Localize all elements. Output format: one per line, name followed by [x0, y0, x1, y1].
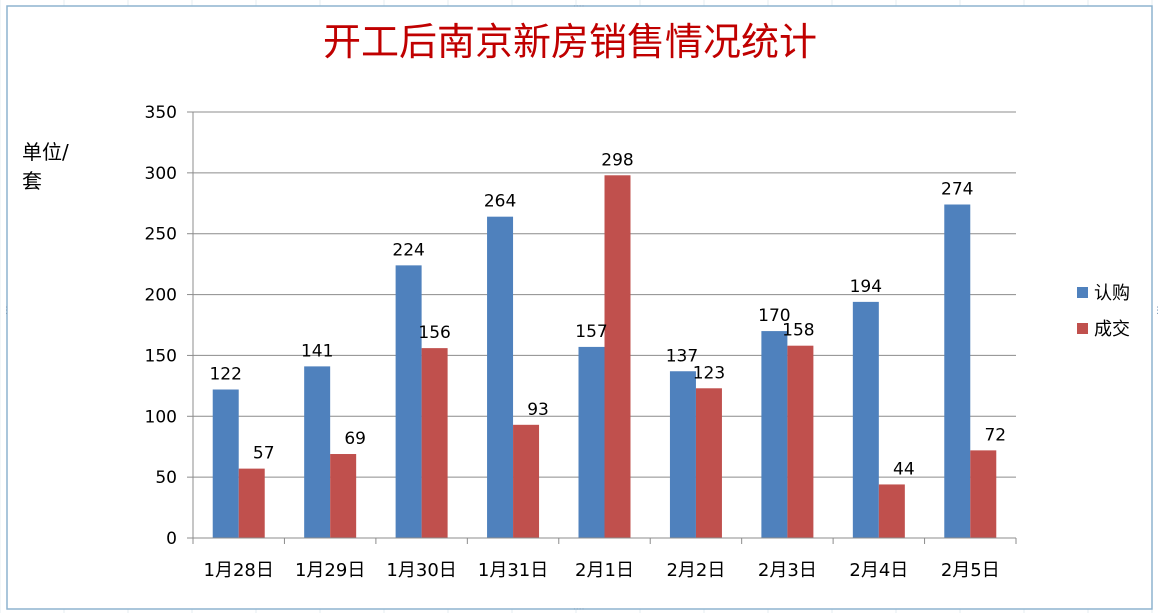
data-label: 123: [693, 363, 725, 383]
y-tick-label: 300: [145, 164, 177, 184]
x-tick-label: 2月1日: [575, 560, 634, 581]
x-tick-label: 1月28日: [204, 560, 274, 581]
y-tick-label: 100: [145, 407, 177, 427]
data-label: 224: [392, 240, 424, 260]
y-tick-label: 0: [166, 529, 177, 549]
data-label: 57: [253, 444, 275, 464]
bar-deal: [238, 468, 265, 538]
x-tick-label: 2月5日: [941, 560, 1000, 581]
bar-deal: [513, 424, 540, 538]
data-label: 156: [418, 323, 450, 343]
bar-deal: [604, 175, 631, 538]
y-axis-label-line1: 单位/: [22, 140, 69, 164]
x-tick-label: 2月2日: [666, 560, 725, 581]
bar-subscription: [304, 366, 331, 538]
svg-text:····: ····: [573, 605, 584, 613]
data-label: 194: [850, 277, 882, 297]
svg-text:⋮: ⋮: [2, 306, 11, 316]
y-axis-label-line2: 套: [22, 169, 42, 193]
data-label: 69: [344, 429, 366, 449]
bar-subscription: [395, 265, 422, 538]
x-tick-label: 2月4日: [849, 560, 908, 581]
svg-text:····: ····: [573, 2, 584, 12]
bar-subscription: [212, 389, 239, 538]
data-label: 158: [782, 321, 814, 341]
svg-text:⋮: ⋮: [1153, 306, 1160, 316]
bar-subscription: [852, 301, 879, 538]
y-tick-label: 200: [145, 286, 177, 306]
x-axis-ticks: 1月28日 1月29日 1月30日 1月31日 2月1日 2月2日 2月3日 2月4日 2月5日: [192, 538, 1017, 581]
data-label: 72: [984, 425, 1006, 445]
y-axis-ticks: 0 50 100 150 200 250 300 350: [145, 103, 193, 549]
data-label: 122: [209, 365, 241, 385]
y-tick-label: 150: [145, 346, 177, 366]
data-label: 157: [575, 322, 607, 342]
data-label: 44: [893, 459, 915, 479]
x-tick-label: 1月29日: [295, 560, 365, 581]
y-tick-label: 350: [145, 103, 177, 123]
legend-swatch: [1077, 323, 1088, 334]
bars: [212, 175, 997, 538]
data-label: 170: [758, 306, 790, 326]
data-label: 264: [484, 192, 516, 212]
bar-subscription: [487, 216, 514, 538]
axes: [192, 112, 1016, 539]
data-label: 137: [666, 346, 698, 366]
x-tick-label: 2月3日: [758, 560, 817, 581]
bar-subscription: [761, 331, 788, 538]
bar-deal: [787, 345, 814, 538]
data-label: 298: [601, 150, 633, 170]
legend-label: 认购: [1094, 283, 1130, 304]
data-label: 141: [301, 341, 333, 361]
bar-subscription: [669, 371, 696, 538]
x-tick-label: 1月31日: [478, 560, 548, 581]
bar-deal: [878, 484, 905, 538]
bar-deal: [695, 388, 722, 538]
y-tick-label: 250: [145, 225, 177, 245]
y-tick-label: 50: [155, 468, 177, 488]
legend-swatch: [1077, 287, 1088, 298]
chart-title: 开工后南京新房销售情况统计: [323, 20, 817, 64]
bar-deal: [421, 348, 448, 538]
data-label: 274: [941, 180, 973, 200]
data-label: 93: [527, 400, 549, 420]
x-tick-label: 1月30日: [386, 560, 456, 581]
bar-deal: [970, 450, 997, 538]
bar-subscription: [578, 346, 605, 538]
legend-label: 成交: [1094, 319, 1130, 340]
bar-deal: [330, 454, 357, 538]
bar-subscription: [944, 204, 971, 538]
